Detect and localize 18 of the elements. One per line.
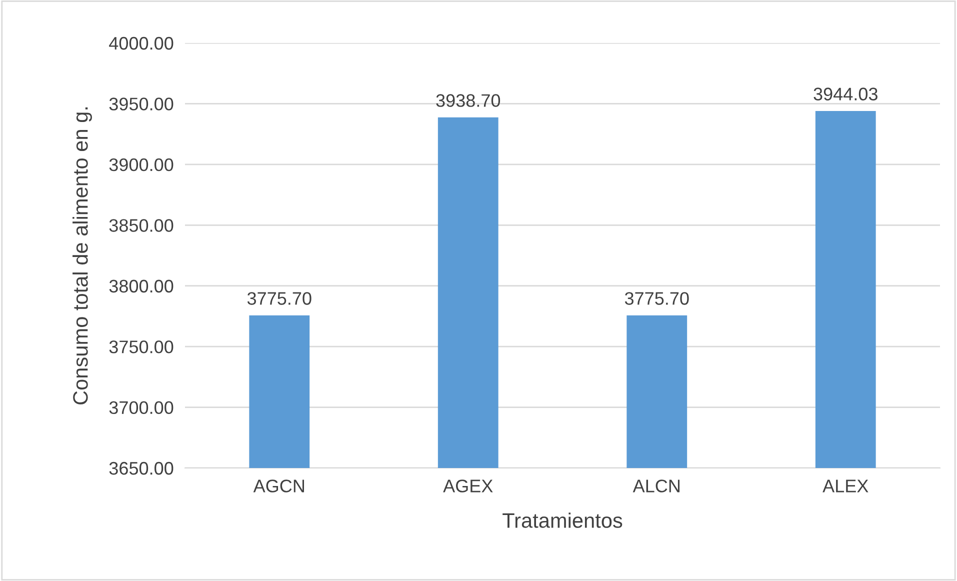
x-tick-label: ALCN (632, 480, 680, 492)
x-tick-label: ALEX (822, 480, 868, 492)
y-tick-label: 3800.00 (109, 280, 174, 293)
y-tick-label: 3900.00 (109, 158, 174, 172)
data-label: 3775.70 (247, 292, 312, 305)
data-label: 3938.70 (436, 94, 500, 107)
y-tick-label: 3700.00 (109, 401, 174, 414)
y-tick-label: 3650.00 (109, 462, 174, 475)
x-axis-title: Tratamientos (502, 512, 622, 528)
x-tick-label: AGEX (443, 480, 493, 492)
y-tick-label: 3750.00 (109, 340, 174, 354)
y-tick-label: 3950.00 (109, 98, 174, 110)
data-label: 3944.03 (814, 88, 878, 100)
y-tick-label: 4000.00 (109, 36, 174, 50)
y-tick-label: 3850.00 (109, 219, 174, 232)
data-label: 3775.70 (624, 292, 689, 305)
x-tick-label: AGCN (253, 480, 304, 492)
y-axis-title: Consumo total de alimento en g. (72, 107, 92, 404)
